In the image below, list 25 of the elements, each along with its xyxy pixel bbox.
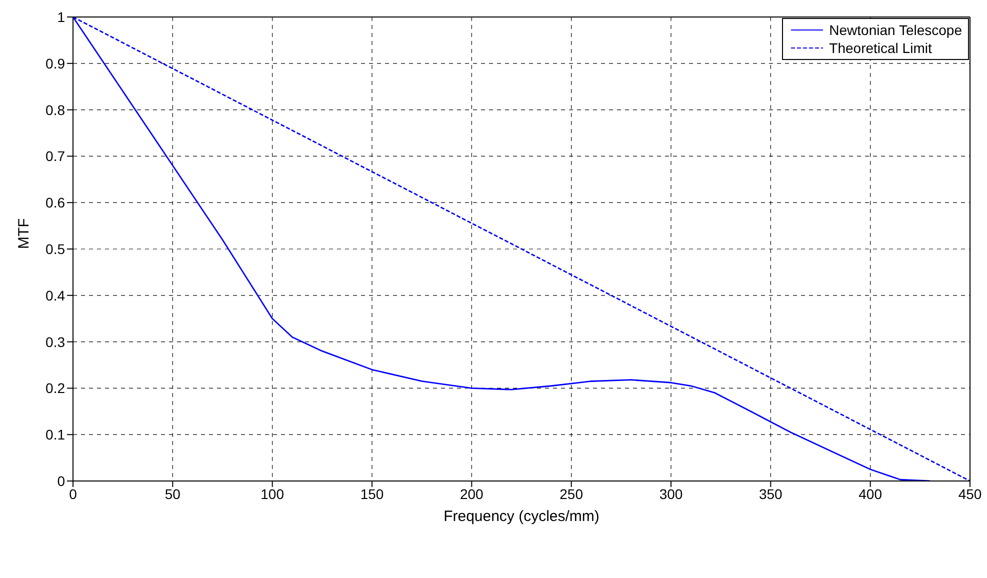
y-tick-label: 0.4 <box>46 287 66 304</box>
x-tick-label: 50 <box>164 486 181 502</box>
legend-label: Newtonian Telescope <box>829 21 962 39</box>
y-tick-label: 0.7 <box>46 148 66 164</box>
x-tick-label: 150 <box>360 486 384 502</box>
x-tick-label: 350 <box>758 486 783 502</box>
y-tick-label: 0.6 <box>46 194 66 211</box>
x-tick-label: 250 <box>560 486 584 502</box>
y-tick-label: 0.5 <box>46 240 66 257</box>
y-tick-label: 0.9 <box>46 55 66 72</box>
y-tick-label: 1 <box>57 8 66 25</box>
x-tick-label: 450 <box>958 486 982 502</box>
y-tick-label: 0.1 <box>46 426 66 443</box>
x-tick-label: 100 <box>260 486 284 502</box>
y-tick-label: 0.3 <box>46 334 66 350</box>
x-tick-label: 400 <box>858 486 882 502</box>
y-tick-label: 0.2 <box>46 380 66 396</box>
x-tick-label: 0 <box>69 486 78 502</box>
legend-label: Theoretical Limit <box>829 39 932 57</box>
x-tick-label: 300 <box>659 486 683 502</box>
y-tick-label: 0.8 <box>46 102 66 118</box>
y-axis-title: MTF <box>15 218 32 249</box>
x-axis-title: Frequency (cycles/mm) <box>444 508 600 525</box>
x-tick-label: 200 <box>460 486 484 502</box>
y-tick-label: 0 <box>57 472 66 489</box>
